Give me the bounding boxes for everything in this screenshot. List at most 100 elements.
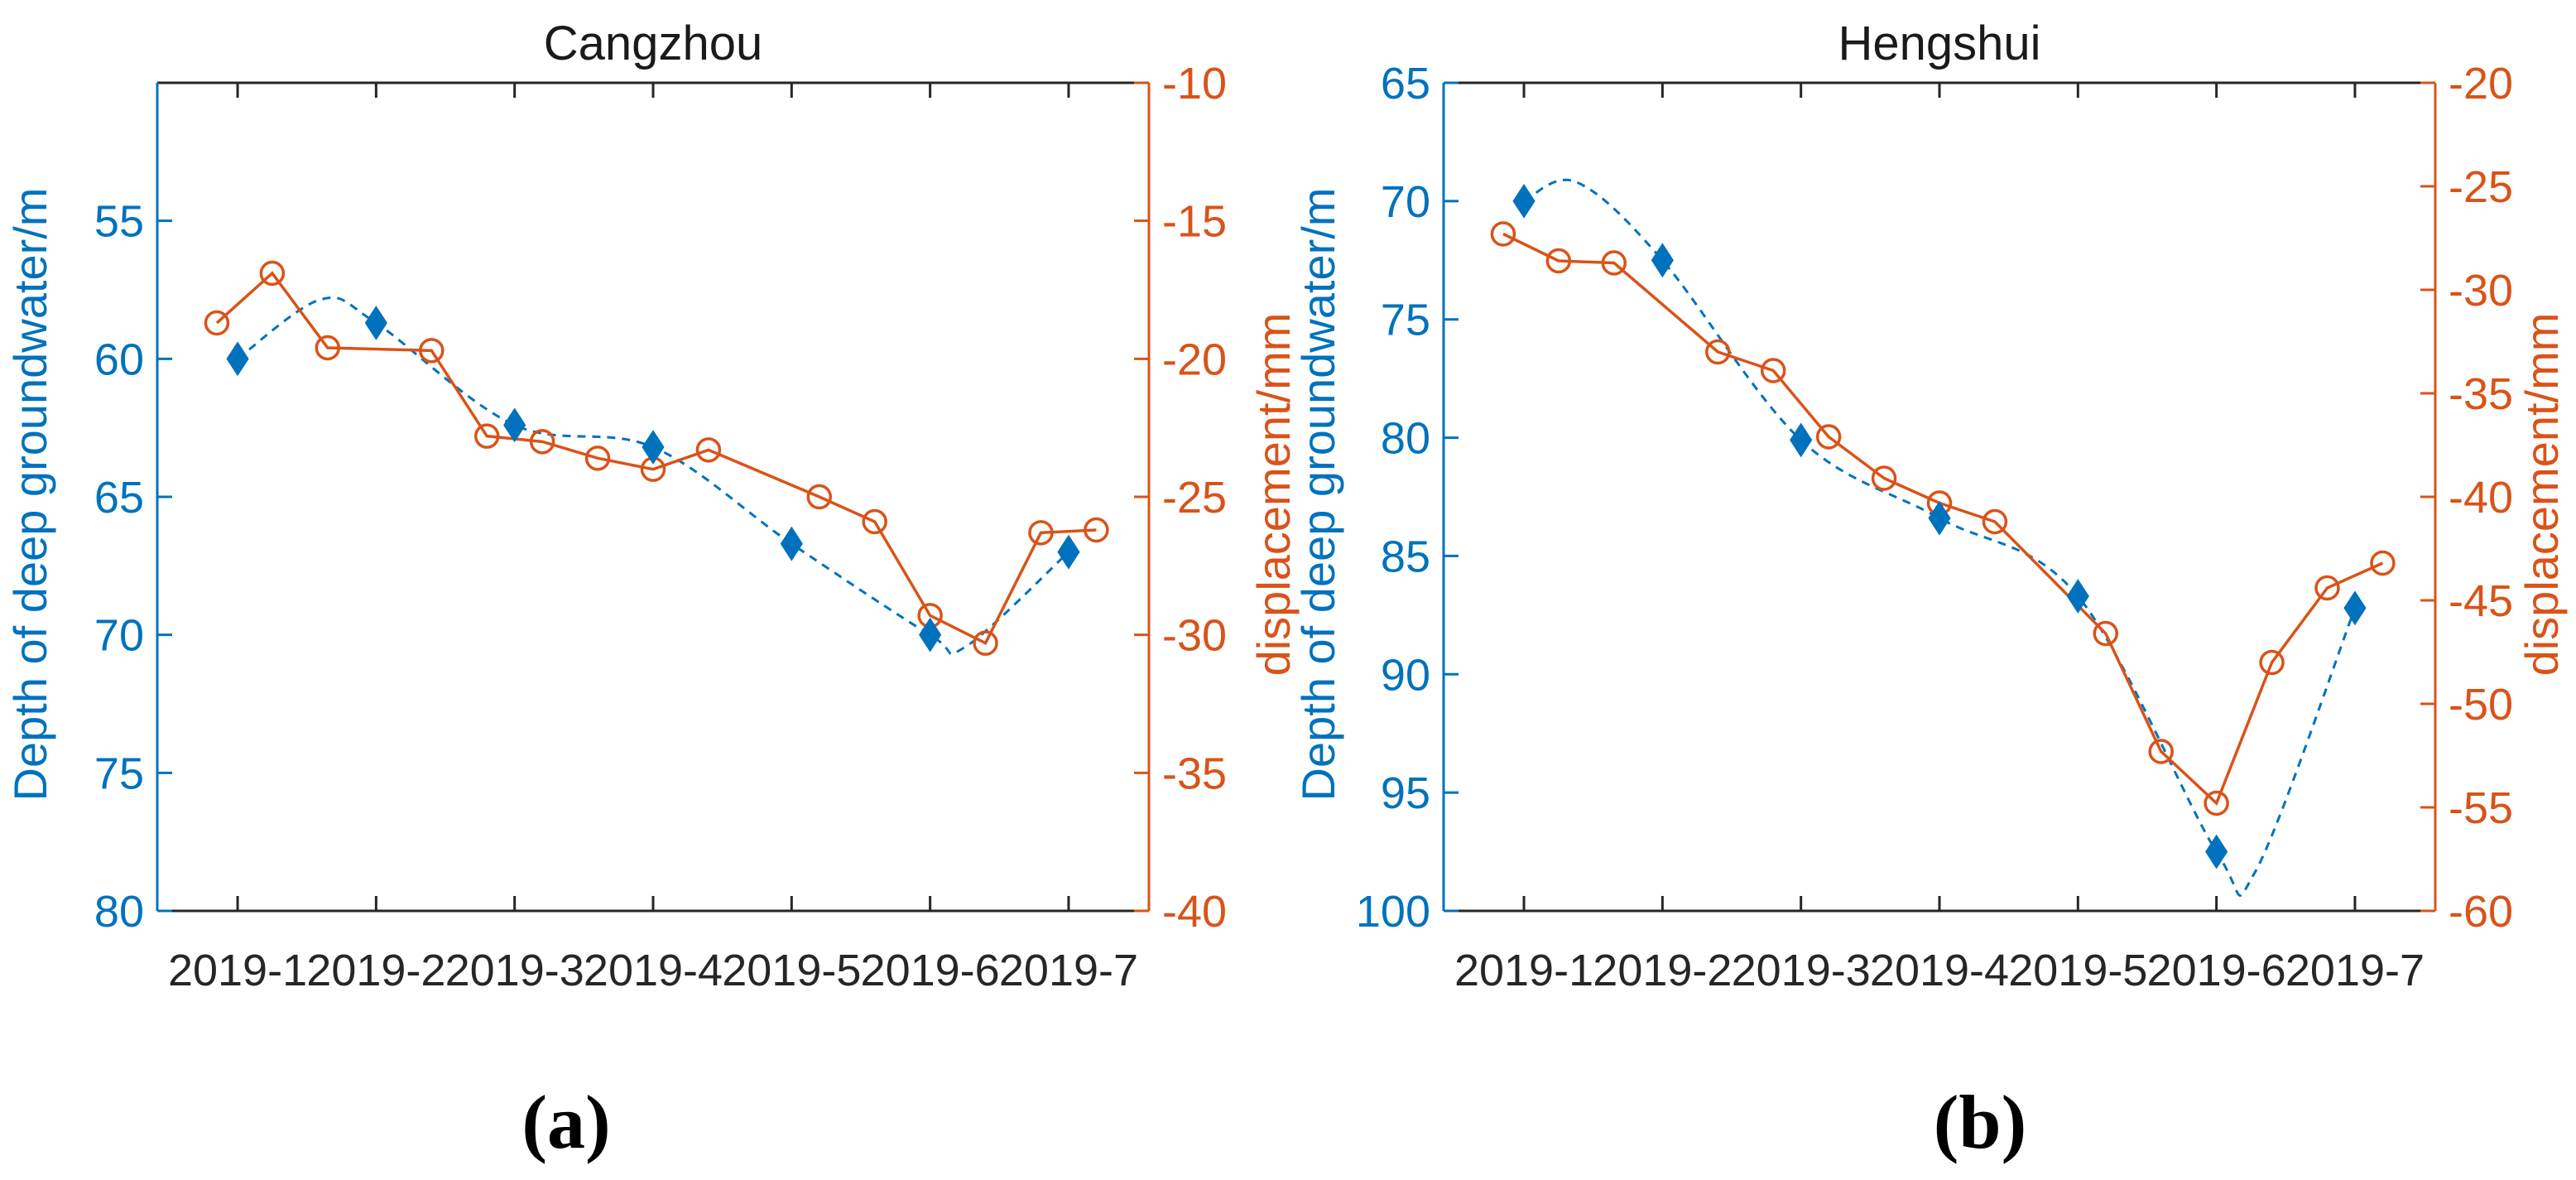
left-axis-tick-label: 70 (1381, 177, 1430, 227)
right-axis-tick-label: -40 (2449, 473, 2513, 523)
displacement-marker-circle (1490, 221, 1516, 247)
depth-marker-diamond (2066, 579, 2089, 614)
displacement-marker-circle (2148, 739, 2174, 764)
displacement-marker-circle (204, 310, 230, 336)
right-axis-tick-label: -40 (1162, 887, 1227, 937)
plot-area: 2019-1 2019-2 2019-3 2019-4 2019-5 2019-6 2019… (1356, 59, 2513, 995)
depth-marker-diamond (919, 617, 942, 653)
plot-area: 2019-1 2019-2 2019-3 2019-4 2019-5 2019-6 2019… (94, 59, 1227, 995)
x-tick-label: 2019-4 (584, 946, 723, 995)
displacement-marker-circle (1871, 465, 1897, 491)
left-axis-tick-label: 100 (1356, 887, 1430, 937)
displacement-series-line (215, 271, 1097, 646)
right-axis-tick-label: -60 (2449, 887, 2513, 937)
right-axis-tick-label: -35 (1162, 749, 1227, 798)
displacement-marker-circle (473, 423, 500, 449)
right-axis-tick-label: -10 (1162, 59, 1227, 108)
right-axis-tick-label: -15 (1162, 197, 1227, 247)
left-y-axis-label: Depth of deep groundwater/m (1292, 188, 1344, 802)
depth-series-spline (1523, 178, 2357, 897)
right-axis-tick-label: -50 (2449, 680, 2513, 730)
right-axis-tick-label: -30 (2449, 266, 2513, 315)
chart-hengshui: Hengshui Depth of deep groundwater/m dis… (1292, 17, 2568, 1164)
x-tick-label: 2019-7 (2285, 946, 2425, 995)
x-tick-label: 2019-7 (999, 946, 1138, 995)
chart-title: Cangzhou (544, 17, 762, 70)
right-axis-tick-label: -35 (2449, 369, 2513, 419)
right-axis-tick-label: -30 (1162, 611, 1227, 661)
depth-series-spline (237, 296, 1069, 656)
right-y-axis-label: displacement/mm (1247, 313, 1300, 677)
x-tick-label: 2019-3 (1732, 946, 1871, 995)
left-axis-tick-label: 65 (1381, 59, 1430, 108)
displacement-marker-circle (2314, 575, 2340, 601)
depth-marker-diamond (364, 306, 387, 340)
left-axis-tick-label: 55 (94, 197, 144, 247)
subfigure-caption: (b) (1934, 1080, 2026, 1164)
right-axis-tick-label: -25 (2449, 162, 2513, 212)
depth-marker-diamond (642, 430, 665, 465)
left-axis-tick-label: 60 (94, 335, 144, 384)
depth-marker-diamond (1651, 243, 1674, 278)
displacement-marker-circle (1084, 517, 1109, 543)
right-axis-tick-label: -20 (2449, 59, 2513, 108)
left-axis-tick-label: 75 (94, 749, 144, 798)
left-axis-tick-label: 85 (1381, 532, 1430, 581)
displacement-marker-circle (1601, 250, 1627, 276)
x-tick-label: 2019-2 (306, 946, 445, 995)
displacement-marker-circle (2259, 649, 2285, 676)
displacement-marker-circle (1982, 508, 2008, 535)
right-axis-tick-label: -20 (1162, 335, 1227, 384)
displacement-marker-circle (695, 437, 722, 463)
displacement-marker-circle (2093, 620, 2119, 647)
subfigure-caption: (a) (521, 1080, 610, 1164)
x-tick-label: 2019-4 (1870, 946, 2009, 995)
left-axis-tick-label: 90 (1381, 650, 1430, 700)
displacement-marker-circle (1028, 520, 1054, 546)
displacement-marker-circle (862, 508, 887, 535)
chart-title: Hengshui (1838, 17, 2040, 70)
displacement-marker-circle (529, 429, 555, 455)
x-tick-label: 2019-2 (1593, 946, 1732, 995)
depth-marker-diamond (1057, 534, 1080, 570)
displacement-marker-circle (2204, 790, 2229, 816)
depth-marker-diamond (503, 407, 526, 443)
x-tick-label: 2019-5 (722, 946, 861, 995)
depth-marker-diamond (1512, 183, 1536, 219)
left-axis-tick-label: 80 (94, 887, 144, 937)
displacement-marker-circle (1760, 358, 1786, 383)
x-tick-label: 2019-5 (2008, 946, 2147, 995)
right-axis-tick-label: -55 (2449, 783, 2513, 833)
displacement-marker-circle (1705, 339, 1731, 365)
left-axis-tick-label: 80 (1381, 414, 1430, 464)
left-axis-tick-label: 95 (1381, 768, 1430, 818)
depth-marker-diamond (780, 526, 803, 561)
displacement-marker-circle (973, 630, 998, 656)
displacement-marker-circle (806, 484, 833, 510)
depth-marker-diamond (226, 341, 249, 377)
displacement-marker-circle (419, 338, 445, 364)
chart-cangzhou: Cangzhou Depth of deep groundwater/m dis… (4, 17, 1300, 1164)
x-tick-label: 2019-1 (1454, 946, 1593, 995)
displacement-marker-circle (1545, 248, 1572, 274)
left-axis-tick-label: 75 (1381, 296, 1430, 345)
depth-marker-diamond (1928, 500, 1951, 536)
x-tick-label: 2019-6 (2147, 946, 2286, 995)
displacement-marker-circle (2370, 550, 2396, 576)
x-tick-label: 2019-1 (168, 946, 307, 995)
left-axis-tick-label: 65 (94, 473, 144, 523)
displacement-marker-circle (584, 446, 611, 471)
depth-marker-diamond (2343, 590, 2367, 626)
depth-marker-diamond (1790, 422, 1813, 458)
right-y-axis-label: displacement/mm (2516, 313, 2568, 677)
x-tick-label: 2019-6 (861, 946, 1000, 995)
displacement-marker-circle (315, 335, 341, 361)
right-axis-tick-label: -45 (2449, 576, 2513, 626)
depth-marker-diamond (2205, 834, 2228, 869)
left-axis-tick-label: 70 (94, 611, 144, 661)
left-y-axis-label: Depth of deep groundwater/m (4, 188, 56, 802)
x-tick-label: 2019-3 (445, 946, 584, 995)
right-axis-tick-label: -25 (1162, 473, 1227, 523)
